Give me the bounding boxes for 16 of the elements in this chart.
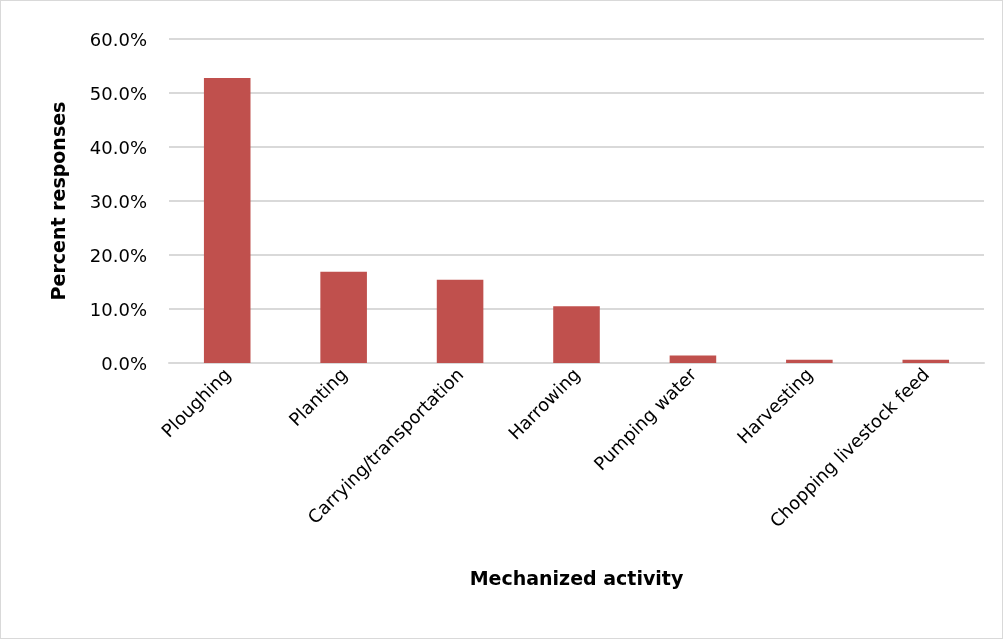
bar <box>669 355 717 363</box>
bar <box>786 359 833 363</box>
y-tick-label: 40.0% <box>89 136 147 158</box>
bar <box>320 271 367 363</box>
y-axis-title: Percent responses <box>46 101 69 301</box>
bar <box>553 306 600 363</box>
y-tick-label: 50.0% <box>89 82 147 104</box>
y-tick-label: 0.0% <box>101 352 147 374</box>
y-tick-label: 30.0% <box>89 190 147 212</box>
bar <box>203 77 251 363</box>
bar <box>902 359 950 363</box>
y-tick-label: 20.0% <box>89 244 147 266</box>
y-tick-label: 60.0% <box>89 28 147 50</box>
y-tick-label: 10.0% <box>89 298 147 320</box>
bar <box>436 279 484 363</box>
x-axis-title: Mechanized activity <box>469 566 684 589</box>
